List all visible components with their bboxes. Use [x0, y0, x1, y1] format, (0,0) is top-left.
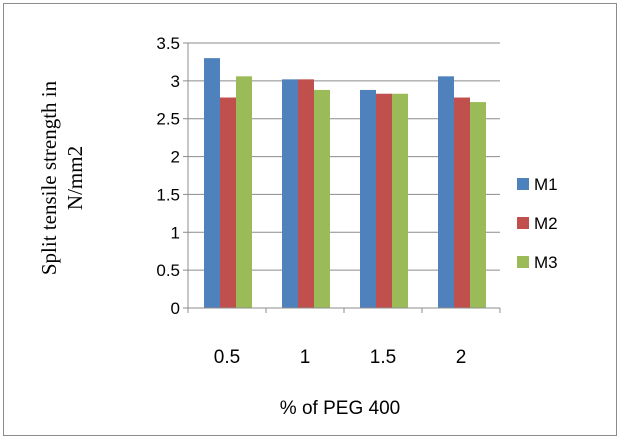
legend-label-m1: M1	[534, 175, 558, 194]
bar-m1	[360, 89, 376, 308]
bar-m2	[376, 93, 392, 308]
bar-m1	[282, 79, 298, 308]
bar-m2	[298, 79, 314, 308]
bar-m1	[204, 58, 220, 309]
y-tick-label: 3	[171, 72, 180, 91]
bar-m3	[392, 93, 408, 308]
y-tick-label: 0	[171, 299, 180, 318]
legend-swatch-m1	[517, 178, 529, 190]
bar-m3	[236, 76, 252, 308]
bar-m3	[314, 89, 330, 308]
bar-m2	[220, 97, 236, 308]
y-tick-label: 0.5	[156, 261, 180, 280]
x-tick-label: 1	[300, 347, 311, 368]
y-tick-label: 1.5	[156, 185, 180, 204]
y-axis-title-line-2: N/mm2	[63, 145, 87, 211]
y-tick-label: 1	[171, 223, 180, 242]
legend-swatch-m3	[517, 256, 529, 268]
x-axis-title: % of PEG 400	[279, 398, 401, 419]
bar-m2	[454, 97, 470, 308]
y-tick-label: 2.5	[156, 110, 180, 129]
x-tick-label: 0.5	[214, 347, 240, 368]
y-tick-label: 3.5	[156, 34, 180, 53]
legend-swatch-m2	[517, 217, 529, 229]
legend-label-m3: M3	[534, 253, 558, 272]
bar-m1	[438, 76, 454, 308]
x-tick-label: 2	[456, 347, 467, 368]
y-axis-title: Split tensile strength in N/mm2	[36, 81, 88, 275]
y-axis-title-line-1: Split tensile strength in	[37, 80, 61, 276]
y-tick-label: 2	[171, 148, 180, 167]
bar-m3	[470, 102, 486, 308]
legend-label-m2: M2	[534, 214, 558, 233]
x-tick-label: 1.5	[370, 347, 396, 368]
